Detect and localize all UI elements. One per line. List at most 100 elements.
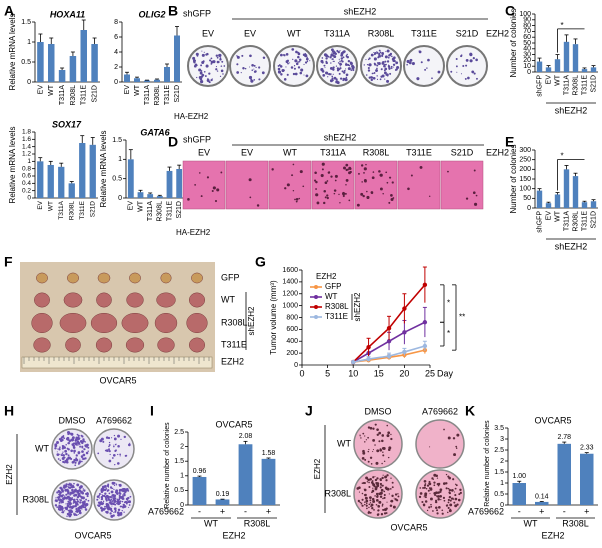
x-tick-label: WT (134, 84, 141, 96)
colony (365, 504, 368, 507)
colony (397, 493, 399, 495)
colony (283, 78, 287, 81)
colony (196, 76, 198, 79)
colony (205, 54, 208, 56)
group-label: shEZH2 (555, 105, 588, 115)
colony (87, 450, 89, 452)
colony (215, 54, 219, 57)
colony (386, 49, 390, 53)
colony (389, 488, 392, 490)
colony (223, 65, 226, 67)
colony (375, 492, 379, 496)
row-label: WT (221, 294, 235, 304)
bar (581, 69, 588, 72)
colony (330, 62, 332, 64)
x-tick-label: T311E (166, 201, 173, 221)
colony (341, 70, 344, 73)
colony (423, 496, 425, 498)
colony (118, 514, 120, 517)
colony (428, 482, 432, 486)
colony (359, 435, 361, 437)
colony (390, 500, 392, 502)
colony (379, 491, 383, 495)
panel-letter: E (505, 134, 514, 150)
colony (386, 424, 389, 427)
colony (126, 502, 128, 505)
point (386, 339, 392, 344)
colony (346, 168, 349, 171)
colony (338, 58, 340, 60)
colony (324, 196, 327, 199)
colony (419, 165, 423, 169)
colony (73, 494, 76, 497)
colony (339, 67, 342, 70)
colony (383, 508, 387, 512)
colony (108, 492, 111, 495)
colony (452, 497, 454, 500)
bar (164, 67, 170, 82)
colony (251, 69, 254, 71)
colony (338, 193, 340, 196)
colony (364, 493, 367, 497)
colony (440, 499, 442, 501)
colony (472, 57, 475, 60)
colony (380, 488, 384, 492)
colony (380, 513, 384, 516)
y-tick-label: 800 (286, 314, 298, 321)
colony (337, 62, 340, 64)
colony (422, 503, 426, 506)
colony (347, 59, 351, 63)
colony (436, 509, 439, 512)
legend-marker (314, 315, 318, 319)
colony (336, 69, 340, 72)
colony (55, 499, 58, 503)
legend-marker (314, 285, 318, 289)
colony (83, 489, 86, 492)
caption: OVCAR5 (74, 530, 111, 540)
colony (73, 512, 75, 515)
colony (455, 58, 458, 61)
colony (424, 68, 427, 71)
colony (384, 60, 387, 63)
colony (363, 167, 367, 171)
colony (323, 190, 326, 193)
colony (376, 495, 379, 498)
colony (77, 513, 79, 515)
colony (282, 54, 285, 56)
colony (385, 479, 388, 482)
colony (85, 446, 87, 448)
colony (218, 53, 222, 58)
colony (248, 75, 253, 80)
bar (563, 169, 570, 208)
colony (105, 436, 109, 439)
x-tick-label: + (266, 506, 271, 516)
colony (291, 48, 295, 51)
x-tick-label: - (244, 506, 247, 516)
y-tick-label: 0.2 (22, 187, 31, 194)
agar-field (182, 160, 226, 210)
colony (391, 494, 394, 498)
colony (258, 66, 261, 69)
tumor (125, 337, 145, 353)
y-axis-label: Relative number of colonies (164, 422, 171, 509)
point (402, 330, 407, 335)
colony (332, 50, 336, 53)
colony (375, 503, 378, 506)
colony (86, 495, 89, 498)
colony (111, 457, 114, 459)
colony (380, 485, 382, 487)
colony (408, 61, 412, 65)
colony (321, 70, 325, 73)
colony (108, 441, 111, 444)
panel-letter: C (505, 3, 515, 19)
colony (396, 499, 399, 502)
colony (371, 76, 374, 79)
y-tick-label: 0 (527, 205, 531, 212)
side-label: EZH2 (313, 458, 322, 479)
colony (69, 494, 71, 496)
colony (303, 74, 305, 76)
colony (68, 498, 71, 501)
colony (382, 508, 385, 511)
colony (374, 495, 376, 497)
colony (364, 458, 367, 461)
